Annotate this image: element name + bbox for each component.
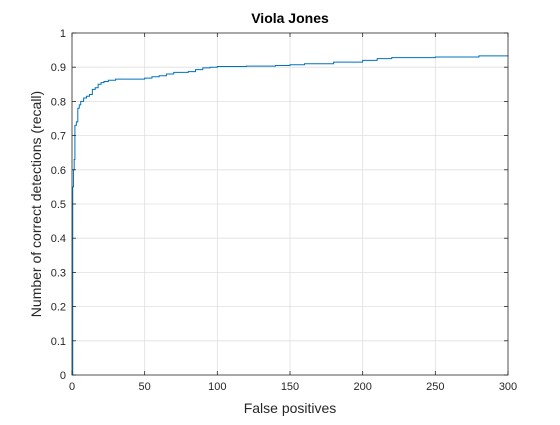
recall-curve-line [72,55,509,376]
x-tick-label: 100 [208,381,226,393]
series-layer [72,55,509,376]
y-axis-label: Number of correct detections (recall) [28,91,44,317]
y-tick-label: 1 [60,28,66,40]
x-axis-label: False positives [244,400,337,416]
axis-ticks: 0 50 100 150 200 250 300 0 0.1 0.2 0.3 0.4 0.5 0.6 0.7… [51,28,517,393]
x-tick-label: 50 [139,381,151,393]
chart-title: Viola Jones [251,10,329,26]
y-tick-label: 0.5 [51,199,66,211]
x-tick-label: 250 [426,381,444,393]
y-tick-label: 0.1 [51,336,66,348]
y-tick-label: 0.3 [51,267,66,279]
y-tick-label: 0.4 [51,233,66,245]
y-tick-label: 0.7 [51,131,66,143]
x-tick-label: 150 [281,381,299,393]
y-tick-label: 0.9 [51,62,66,74]
y-tick-label: 0 [60,370,66,382]
y-tick-label: 0.8 [51,96,66,108]
x-tick-label: 200 [353,381,371,393]
y-tick-label: 0.2 [51,302,66,314]
y-tick-label: 0.6 [51,165,66,177]
grid-lines [72,33,508,375]
x-tick-label: 300 [499,381,517,393]
x-tick-label: 0 [69,381,75,393]
